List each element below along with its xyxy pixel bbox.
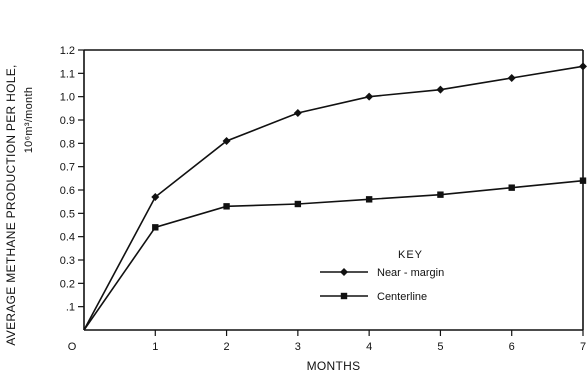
data-point xyxy=(579,62,587,71)
data-point xyxy=(507,74,516,82)
data-point xyxy=(222,137,231,145)
y-tick-label: 0.2 xyxy=(60,278,75,290)
y-axis-title-group: AVERAGE METHANE PRODUCTION PER HOLE, 10⁶… xyxy=(4,64,35,345)
legend-marker xyxy=(340,268,348,276)
y-axis-ticks: .1 0.2 0.3 0.4 0.5 0.6 0.7 0.8 0.9 1.0 1.1 1.2 xyxy=(60,45,84,314)
data-point xyxy=(365,196,373,203)
legend-marker xyxy=(340,292,348,300)
y-tick-label: 0.9 xyxy=(60,115,75,127)
series-near-margin xyxy=(83,62,587,331)
data-point xyxy=(293,109,302,117)
data-point xyxy=(437,191,444,198)
legend-title: KEY xyxy=(398,249,423,261)
y-axis-units: 10⁶m³/month xyxy=(23,87,35,154)
series-line xyxy=(83,65,584,331)
y-tick-label: 1.2 xyxy=(60,45,75,57)
data-point xyxy=(508,184,515,191)
x-origin-label: O xyxy=(68,341,77,353)
data-point xyxy=(436,85,445,94)
y-tick-label: 1.1 xyxy=(60,68,75,80)
x-tick-label: 5 xyxy=(437,341,443,353)
y-axis-title: AVERAGE METHANE PRODUCTION PER HOLE, xyxy=(4,64,18,345)
x-axis-ticks: O 1 2 3 4 5 6 7 xyxy=(68,330,586,353)
x-axis-title: MONTHS xyxy=(307,359,361,373)
x-tick-label: 7 xyxy=(580,341,586,353)
y-tick-label: 0.4 xyxy=(60,232,75,244)
x-tick-label: 2 xyxy=(224,341,230,353)
y-tick-label: 0.5 xyxy=(60,208,75,220)
y-tick-label: 0.7 xyxy=(60,162,75,174)
y-tick-label: .1 xyxy=(66,302,75,314)
y-tick-label: 1.0 xyxy=(60,92,75,104)
data-point xyxy=(294,200,302,208)
legend-label: Near - margin xyxy=(377,267,444,279)
x-tick-label: 3 xyxy=(295,341,301,353)
axes xyxy=(83,49,584,331)
series-line xyxy=(83,179,584,331)
data-point xyxy=(151,193,160,201)
data-point xyxy=(365,92,374,101)
data-point xyxy=(152,224,159,231)
y-tick-label: 0.6 xyxy=(60,185,75,197)
series-centerline xyxy=(83,177,587,331)
x-tick-label: 4 xyxy=(366,341,372,353)
x-tick-label: 6 xyxy=(509,341,515,353)
y-tick-label: 0.8 xyxy=(60,138,75,150)
data-point xyxy=(579,177,587,184)
y-tick-label: 0.3 xyxy=(60,255,75,267)
x-tick-label: 1 xyxy=(152,341,158,353)
legend-label: Centerline xyxy=(377,291,427,303)
series-layer xyxy=(83,62,587,331)
data-point xyxy=(223,203,230,210)
legend: KEY Near - margin Centerline xyxy=(320,249,444,303)
